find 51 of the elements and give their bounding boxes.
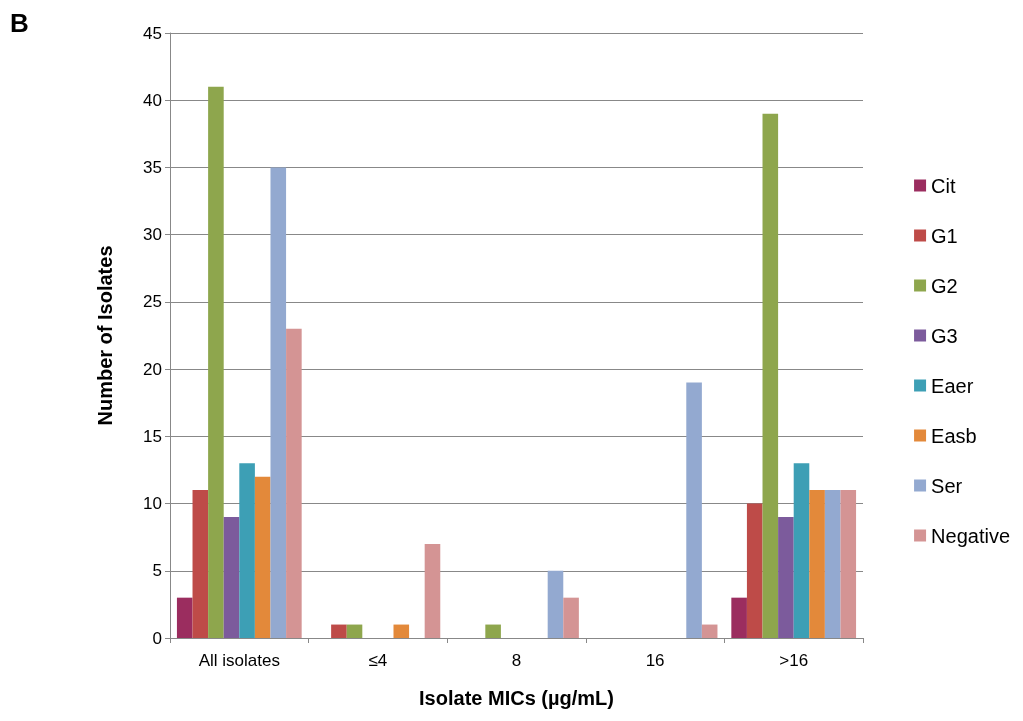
y-tick-label: 25 <box>143 292 162 312</box>
bar <box>793 463 810 638</box>
x-tick-label: ≤4 <box>368 651 388 670</box>
bar <box>393 624 410 638</box>
legend-label: Negative <box>931 524 1010 547</box>
bar <box>270 167 287 638</box>
legend-label: Easb <box>931 424 977 447</box>
legend-label: Ser <box>931 474 963 497</box>
bar <box>563 597 579 638</box>
bar <box>731 597 747 638</box>
x-tick-label: >16 <box>779 651 809 670</box>
x-axis-title: Isolate MICs (µg/mL) <box>419 687 614 709</box>
bar <box>809 490 825 638</box>
bar <box>331 624 347 638</box>
bar <box>176 597 193 638</box>
legend-label: G2 <box>931 274 958 297</box>
y-tick-label: 35 <box>143 157 162 177</box>
bar <box>701 624 718 638</box>
x-tick-label: 16 <box>645 651 665 670</box>
x-tick-label: All isolates <box>198 651 280 670</box>
bar <box>778 517 794 638</box>
y-axis-title: Number of Isolates <box>94 245 116 426</box>
bar <box>192 490 209 638</box>
bar <box>254 476 271 638</box>
legend-label: G3 <box>931 324 958 347</box>
y-tick-label: 30 <box>143 225 162 245</box>
bar <box>686 382 702 638</box>
x-tick-label: 8 <box>511 651 522 670</box>
y-tick-label: 15 <box>143 426 162 446</box>
bar <box>424 543 441 638</box>
y-tick-label: 0 <box>152 628 162 648</box>
y-tick-label: 20 <box>143 359 162 379</box>
bar <box>547 570 564 638</box>
legend-label: Eaer <box>931 374 974 397</box>
bar <box>223 517 240 638</box>
y-tick-label: 40 <box>143 90 162 110</box>
legend-label: Cit <box>931 174 956 197</box>
y-tick-label: 5 <box>152 561 162 581</box>
bar <box>239 463 255 638</box>
bar <box>746 503 763 638</box>
text: B <box>10 8 29 38</box>
bar <box>762 113 779 638</box>
bar <box>286 328 302 638</box>
bar <box>485 624 501 638</box>
bar <box>208 86 224 638</box>
y-tick-label: 45 <box>143 23 162 43</box>
bar <box>346 624 363 638</box>
y-tick-label: 10 <box>143 494 162 514</box>
legend-label: G1 <box>931 224 958 247</box>
bar <box>840 490 857 638</box>
bar <box>824 490 841 638</box>
